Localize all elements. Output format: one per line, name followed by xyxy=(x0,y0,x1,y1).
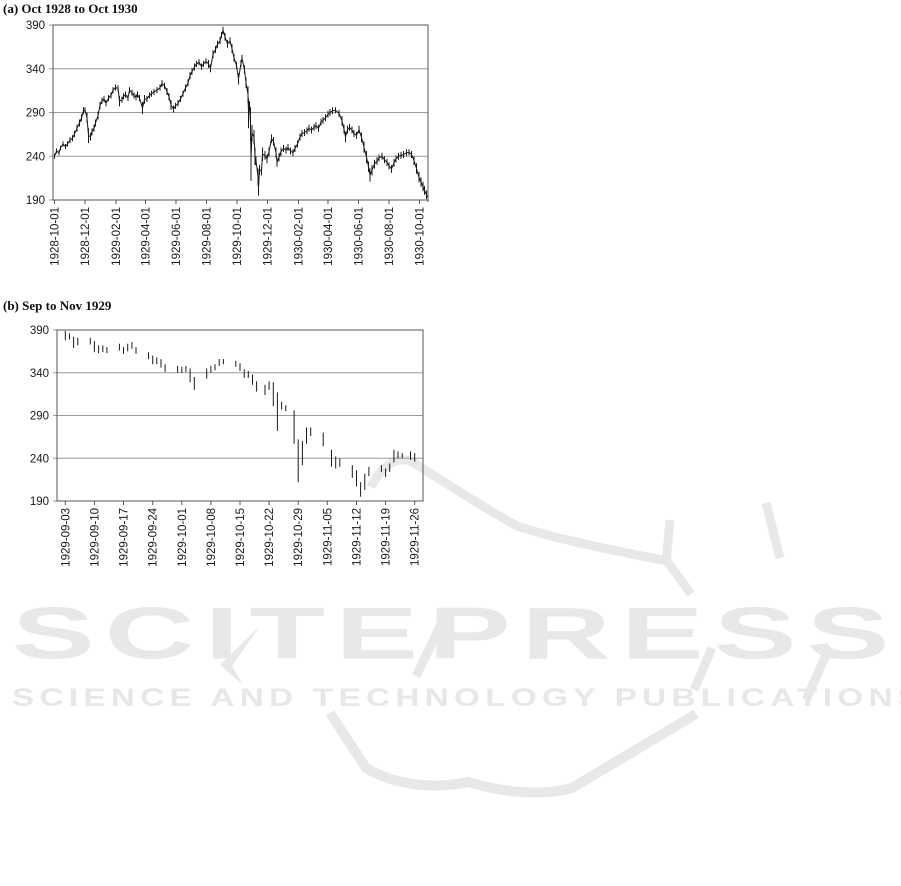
svg-text:1929-12-01: 1929-12-01 xyxy=(263,207,275,266)
svg-text:1929-10-22: 1929-10-22 xyxy=(264,508,276,567)
svg-text:1929-06-01: 1929-06-01 xyxy=(171,207,183,266)
watermark-body-stroke xyxy=(325,709,699,798)
hilo-bars xyxy=(54,26,429,202)
svg-text:1929-09-10: 1929-09-10 xyxy=(89,508,101,567)
plot-frame xyxy=(52,24,429,201)
watermark-wing-stroke xyxy=(366,455,695,597)
svg-text:290: 290 xyxy=(26,108,45,120)
svg-text:1930-04-01: 1930-04-01 xyxy=(323,207,335,266)
watermark-beak-shape xyxy=(220,626,260,685)
svg-text:290: 290 xyxy=(30,411,49,423)
chart-a-title: (a) Oct 1928 to Oct 1930 xyxy=(3,1,138,16)
svg-text:340: 340 xyxy=(26,64,45,76)
svg-text:390: 390 xyxy=(30,325,49,337)
svg-text:1928-10-01: 1928-10-01 xyxy=(50,207,62,266)
svg-text:1928-12-01: 1928-12-01 xyxy=(80,207,92,266)
watermark-neck-stroke xyxy=(661,519,675,563)
publisher-logo-text: SCITEPRESS xyxy=(12,593,900,675)
svg-text:240: 240 xyxy=(26,151,45,163)
svg-text:1929-10-08: 1929-10-08 xyxy=(206,508,218,567)
svg-text:1929-11-05: 1929-11-05 xyxy=(322,508,334,566)
svg-text:190: 190 xyxy=(26,195,45,207)
svg-text:340: 340 xyxy=(30,368,49,380)
chart-b-title: (b) Sep to Nov 1929 xyxy=(3,298,112,313)
svg-text:1929-04-01: 1929-04-01 xyxy=(141,207,153,266)
svg-text:1930-06-01: 1930-06-01 xyxy=(354,207,366,266)
svg-text:1929-09-24: 1929-09-24 xyxy=(148,507,160,566)
svg-text:190: 190 xyxy=(30,496,49,508)
watermark-wingtip-stroke xyxy=(761,501,785,560)
svg-text:1929-10-01: 1929-10-01 xyxy=(177,508,189,567)
svg-text:1929-02-01: 1929-02-01 xyxy=(111,207,123,266)
svg-text:1930-10-01: 1930-10-01 xyxy=(415,207,427,266)
watermark-slash-stroke-3 xyxy=(801,653,831,702)
hilo-bars xyxy=(64,330,416,497)
svg-text:1929-11-12: 1929-11-12 xyxy=(352,508,364,566)
svg-text:1929-08-01: 1929-08-01 xyxy=(202,207,214,266)
svg-text:1929-10-01: 1929-10-01 xyxy=(232,207,244,266)
svg-text:1929-09-03: 1929-09-03 xyxy=(60,508,72,567)
svg-text:1929-10-29: 1929-10-29 xyxy=(293,508,305,567)
gridlines-and-ticks: 390 340 290 240 190 1929-09-03 1929-09-10 1929-… xyxy=(30,325,423,567)
svg-text:240: 240 xyxy=(30,453,49,465)
publisher-tagline-text: SCIENCE AND TECHNOLOGY PUBLICATIONS xyxy=(12,684,901,712)
svg-text:1929-09-17: 1929-09-17 xyxy=(119,508,131,567)
svg-text:1929-11-26: 1929-11-26 xyxy=(410,508,422,566)
plot-frame xyxy=(56,329,424,502)
watermark-slash-stroke-1 xyxy=(411,610,452,678)
svg-text:1930-02-01: 1930-02-01 xyxy=(294,207,306,266)
svg-text:1930-08-01: 1930-08-01 xyxy=(384,207,396,266)
svg-text:1929-10-15: 1929-10-15 xyxy=(235,508,247,567)
svg-text:390: 390 xyxy=(26,20,45,32)
watermark-slash-stroke-2 xyxy=(689,646,717,692)
svg-text:1929-11-19: 1929-11-19 xyxy=(381,508,393,566)
